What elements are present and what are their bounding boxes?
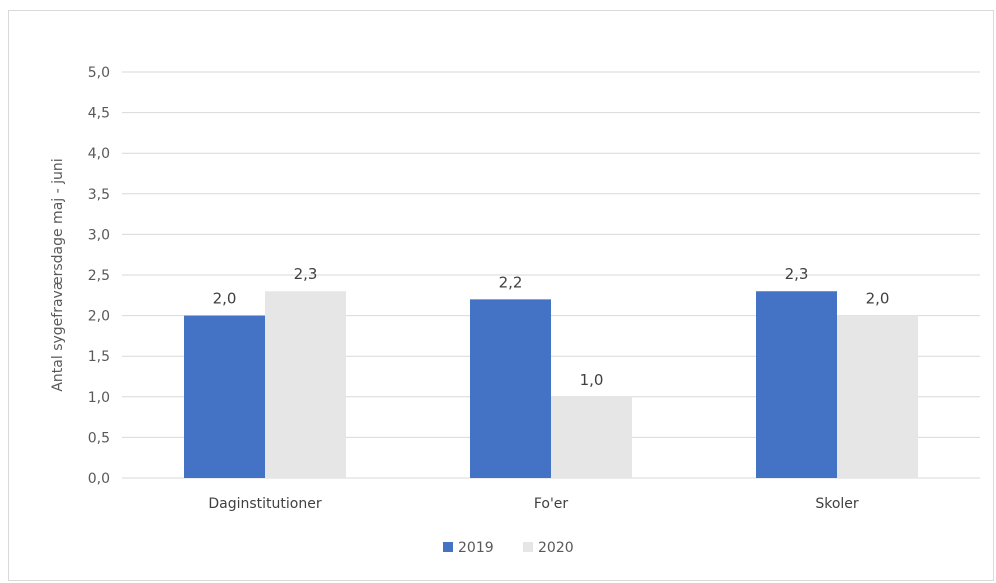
y-tick-label: 0,5 [88, 430, 110, 446]
y-tick-label: 2,0 [88, 309, 110, 325]
legend-swatch [523, 542, 533, 552]
y-tick-label: 3,0 [88, 227, 110, 243]
legend-swatch [443, 542, 453, 552]
y-tick-label: 5,0 [88, 65, 110, 81]
bar-2020-2 [837, 315, 918, 478]
data-label: 2,0 [213, 290, 237, 308]
y-tick-label: 1,0 [88, 390, 110, 406]
category-label: Fo'er [534, 496, 569, 512]
data-label: 2,3 [294, 265, 318, 283]
y-axis-tick-labels: 0,0 0,5 1,0 1,5 2,0 2,5 3,0 3,5 4,0 4,5 5,0 [88, 65, 110, 487]
bar-2019-1 [470, 299, 551, 478]
data-label: 2,3 [785, 265, 809, 283]
data-label: 2,0 [866, 290, 890, 308]
y-tick-label: 2,5 [88, 268, 110, 284]
y-tick-label: 4,0 [88, 146, 110, 162]
bar-2020-1 [551, 396, 632, 478]
y-axis-title: Antal sygefraværsdage maj - juni [50, 158, 66, 391]
bar-2019-0 [184, 315, 265, 478]
legend-label: 2020 [538, 540, 574, 556]
category-label: Skoler [815, 496, 859, 512]
y-tick-label: 4,5 [88, 106, 110, 122]
legend-label: 2019 [458, 540, 494, 556]
y-tick-label: 3,5 [88, 187, 110, 203]
data-labels: 2,0 2,3 2,2 1,0 2,3 2,0 [213, 265, 890, 389]
legend: 2019 2020 [443, 540, 574, 556]
x-axis-category-labels: Daginstitutioner Fo'er Skoler [208, 496, 859, 512]
bars [184, 291, 918, 478]
category-label: Daginstitutioner [208, 496, 321, 512]
y-tick-label: 0,0 [88, 471, 110, 487]
bar-2020-0 [265, 291, 346, 478]
data-label: 1,0 [580, 371, 604, 389]
y-tick-label: 1,5 [88, 349, 110, 365]
data-label: 2,2 [499, 273, 523, 291]
bar-2019-2 [756, 291, 837, 478]
